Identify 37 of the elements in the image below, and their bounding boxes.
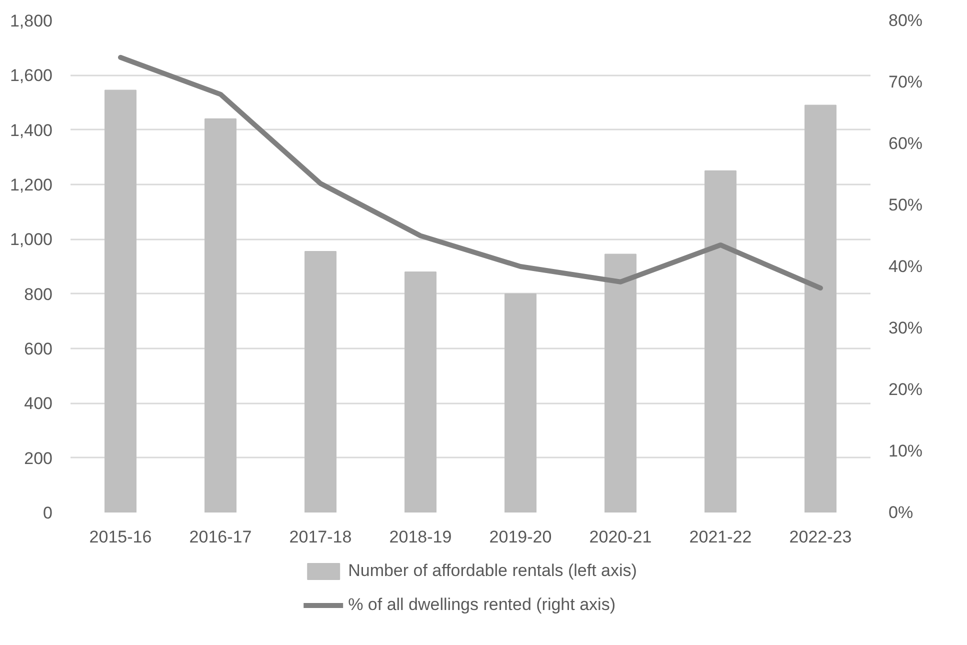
bar <box>204 118 236 512</box>
x-tick-label: 2020-21 <box>589 528 652 546</box>
y2-tick-label: 0% <box>888 503 914 522</box>
x-tick-label: 2015-16 <box>89 528 152 546</box>
y-tick-label: 1,800 <box>10 12 53 30</box>
y-tick-label: 400 <box>24 394 53 414</box>
y-tick-label: 1,400 <box>10 120 53 140</box>
y-tick-label: 1,000 <box>10 230 53 250</box>
y-tick-label: 1,200 <box>10 176 53 194</box>
x-tick-label: 2022-23 <box>789 528 852 546</box>
y-tick-label: 1,600 <box>10 66 53 86</box>
x-tick-label: 2018-19 <box>389 528 452 546</box>
y-tick-label: 0 <box>43 504 53 522</box>
y2-tick-label: 10% <box>888 442 923 460</box>
y2-tick-label: 70% <box>888 72 923 92</box>
x-tick-label: 2021-22 <box>689 528 752 546</box>
bar <box>104 90 136 512</box>
bar <box>304 250 336 512</box>
y-tick-label: 200 <box>24 448 53 468</box>
y2-tick-label: 80% <box>888 11 923 30</box>
bar <box>404 271 436 512</box>
x-tick-label: 2017-18 <box>289 528 352 546</box>
y2-tick-label: 20% <box>888 380 923 399</box>
bar <box>504 293 536 512</box>
y2-tick-label: 40% <box>888 257 923 276</box>
legend-label: % of all dwellings rented (right axis) <box>348 594 616 614</box>
y2-tick-label: 50% <box>888 196 923 214</box>
bar <box>704 170 736 512</box>
legend-label: Number of affordable rentals (left axis) <box>348 560 637 580</box>
y2-tick-label: 30% <box>888 318 923 338</box>
x-tick-label: 2016-17 <box>189 528 252 546</box>
y-tick-label: 800 <box>24 284 53 304</box>
bar <box>804 104 836 512</box>
y-tick-label: 600 <box>24 340 53 358</box>
y2-tick-label: 60% <box>888 134 923 153</box>
x-tick-label: 2019-20 <box>489 528 552 546</box>
bar <box>604 254 636 512</box>
